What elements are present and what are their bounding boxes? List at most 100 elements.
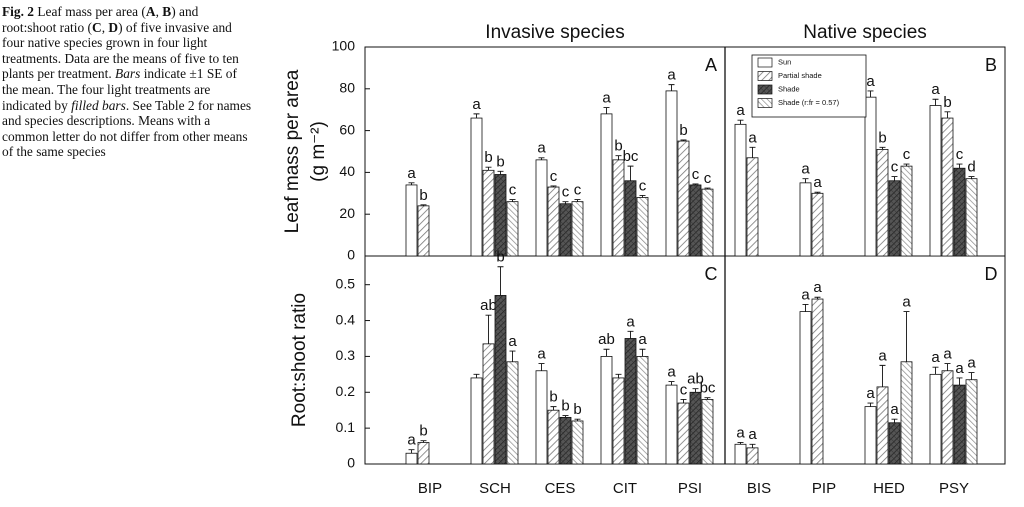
- significance-letter: b: [496, 249, 504, 266]
- error-bar: [879, 364, 886, 387]
- significance-letter: c: [509, 182, 517, 199]
- significance-letter: a: [537, 140, 546, 157]
- significance-letter: c: [562, 184, 570, 201]
- caption-text: A: [145, 4, 156, 19]
- bar: [953, 167, 966, 257]
- error-bar: [692, 183, 699, 185]
- error-bar: [680, 139, 687, 142]
- significance-letter: b: [614, 138, 622, 155]
- y-tick-label: 0: [347, 247, 355, 263]
- significance-letter: a: [890, 401, 899, 418]
- x-tick-label: BIS: [747, 480, 771, 497]
- error-bar: [639, 194, 646, 198]
- bar: [482, 343, 495, 465]
- error-bar: [538, 157, 545, 160]
- bar: [941, 117, 954, 257]
- bar: [636, 356, 649, 465]
- bar: [612, 159, 625, 257]
- significance-letter: a: [407, 432, 416, 449]
- error-bar: [704, 187, 711, 190]
- error-bar: [944, 111, 951, 119]
- bar: [876, 386, 889, 465]
- y-tick-label: 60: [339, 121, 355, 137]
- significance-letter: a: [472, 96, 481, 113]
- caption-text: ) and root:shoot ratio (: [2, 4, 199, 35]
- significance-letter: a: [667, 67, 676, 84]
- caption-text: Bars: [115, 66, 141, 82]
- caption-text: filled bars: [71, 97, 126, 113]
- significance-letter: c: [891, 159, 899, 176]
- significance-letter: d: [967, 159, 975, 176]
- caption-text: Fig. 2: [2, 4, 34, 19]
- bar: [734, 123, 747, 257]
- significance-letter: b: [943, 94, 951, 111]
- error-bar: [749, 443, 756, 448]
- bar: [811, 298, 824, 465]
- bar: [405, 184, 418, 257]
- x-tick-label: HED: [873, 480, 905, 497]
- significance-letter: bc: [700, 380, 716, 397]
- error-bar: [408, 182, 415, 185]
- significance-letter: ab: [687, 371, 704, 388]
- y-tick-label: 20: [339, 205, 355, 221]
- x-tick-label: PIP: [812, 480, 836, 497]
- caption-text: D: [108, 19, 119, 35]
- bar: [888, 180, 901, 257]
- panel-label: A: [705, 55, 717, 75]
- error-bar: [814, 191, 821, 194]
- error-bar: [485, 314, 492, 344]
- significance-letter: a: [537, 346, 546, 363]
- error-bar: [473, 113, 480, 119]
- bar: [506, 361, 519, 465]
- significance-letter: b: [573, 401, 581, 418]
- bar: [405, 452, 418, 465]
- significance-letter: b: [419, 187, 427, 204]
- significance-letter: b: [484, 149, 492, 166]
- panel-label: C: [705, 264, 718, 284]
- bar: [953, 384, 966, 465]
- bar: [900, 165, 913, 257]
- panel-label: B: [985, 55, 997, 75]
- error-bar: [737, 442, 744, 445]
- x-tick-label: SCH: [479, 480, 511, 497]
- bar: [941, 370, 954, 465]
- bar: [636, 197, 649, 257]
- error-bar: [627, 330, 634, 339]
- bar: [417, 205, 430, 257]
- error-bar: [509, 199, 516, 202]
- error-bar: [420, 204, 427, 206]
- error-bar: [603, 107, 610, 114]
- significance-letter: a: [801, 286, 810, 303]
- y-tick-label: 0.5: [336, 275, 356, 291]
- legend-swatch: [757, 71, 773, 81]
- significance-letter: c: [704, 170, 712, 187]
- x-tick-label: CES: [545, 480, 576, 497]
- bar: [506, 201, 519, 257]
- caption-text: . See Table 2 for names and species desc…: [2, 97, 252, 160]
- y-axis-label: (g m⁻²): [308, 121, 329, 182]
- legend-label: Shade (r:fr = 0.57): [778, 98, 840, 107]
- error-bar: [538, 363, 545, 371]
- caption-text: C: [92, 19, 102, 35]
- caption-text: B: [162, 4, 172, 19]
- significance-letter: a: [955, 360, 964, 377]
- bar: [888, 422, 901, 465]
- error-bar: [932, 98, 939, 106]
- legend-label: Sun: [778, 57, 791, 66]
- error-bar: [903, 163, 910, 167]
- significance-letter: a: [638, 331, 647, 348]
- error-bar: [603, 348, 610, 357]
- significance-letter: a: [407, 165, 416, 182]
- significance-letter: b: [679, 122, 687, 139]
- error-bar: [737, 119, 744, 125]
- error-bar: [550, 406, 557, 411]
- error-bar: [562, 201, 569, 204]
- error-bar: [680, 398, 687, 404]
- error-bar: [891, 176, 898, 181]
- bar: [535, 159, 548, 257]
- bar: [864, 406, 877, 465]
- error-bar: [627, 165, 634, 181]
- error-bar: [944, 363, 951, 371]
- bar: [689, 184, 702, 257]
